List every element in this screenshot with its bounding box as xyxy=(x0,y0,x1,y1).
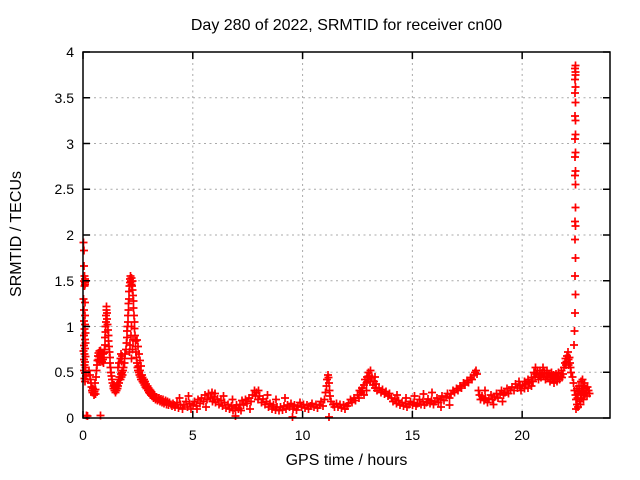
x-axis-label: GPS time / hours xyxy=(285,452,408,469)
x-tick-label: 0 xyxy=(79,427,87,443)
y-tick-label: 3 xyxy=(66,135,74,152)
y-tick-label: 0 xyxy=(66,410,74,426)
y-tick-label: 1 xyxy=(66,318,74,335)
y-tick-label: 1.5 xyxy=(54,272,74,289)
x-tick-label: 15 xyxy=(404,427,421,443)
data-points-srmtid xyxy=(79,61,594,421)
y-tick-label: 2 xyxy=(66,227,74,243)
x-tick-label: 5 xyxy=(188,427,197,443)
y-tick-label: 4 xyxy=(66,44,74,60)
x-tick-label: 10 xyxy=(294,427,311,443)
plot-border xyxy=(82,51,611,419)
x-tick-label: 20 xyxy=(514,427,530,443)
y-tick-label: 0.5 xyxy=(54,364,74,381)
chart-title: Day 280 of 2022, SRMTID for receiver cn0… xyxy=(190,17,503,34)
y-tick-label: 2.5 xyxy=(54,181,74,198)
y-tick-label: 3.5 xyxy=(54,89,74,106)
